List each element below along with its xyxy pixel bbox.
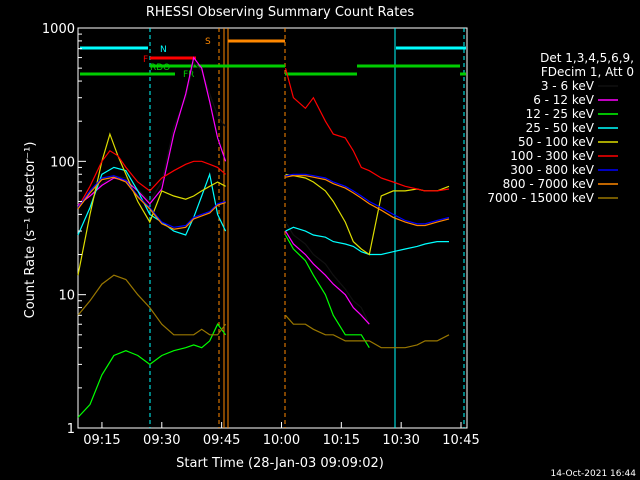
flag-label-3: RDO	[150, 63, 170, 73]
legend-label-8: 7000 - 15000 keV	[487, 191, 594, 205]
x-tick-label-1: 09:30	[143, 433, 180, 448]
series-line-7	[77, 175, 450, 230]
plot-area: N F S RDO FR	[77, 27, 468, 429]
series-line-5	[77, 67, 450, 208]
legend-header-line-1: Det 1,3,4,5,6,9,	[540, 51, 634, 65]
legend-label-2: 12 - 25 keV	[526, 107, 595, 121]
legend-label-1: 6 - 12 keV	[533, 93, 595, 107]
chart-title: RHESSI Observing Summary Count Rates	[146, 5, 415, 20]
flag-label-1: F	[143, 55, 148, 65]
legend-label-7: 800 - 7000 keV	[503, 177, 595, 191]
x-axis-label: Start Time (28-Jan-03 09:09:02)	[176, 456, 384, 471]
series-line-2	[77, 234, 370, 418]
x-axis: 09:15 09:30 09:45 10:00 10:15 10:30 10:45	[83, 422, 480, 448]
x-tick-label-6: 10:45	[442, 433, 479, 448]
legend-label-3: 25 - 50 keV	[526, 121, 595, 135]
footer-date: 14-Oct-2021 16:44	[551, 469, 637, 479]
legend-label-4: 50 - 100 keV	[518, 135, 595, 149]
legend: Det 1,3,4,5,6,9, FDecim 1, Att 0 3 - 6 k…	[487, 51, 634, 205]
flag-label-0: N	[160, 45, 167, 55]
series-line-1	[77, 56, 370, 325]
series-line-4	[77, 132, 450, 276]
legend-header-line-2: FDecim 1, Att 0	[541, 65, 634, 79]
series-line-3	[77, 166, 449, 256]
series-line-6	[77, 173, 450, 228]
x-tick-label-4: 10:15	[323, 433, 360, 448]
legend-label-6: 300 - 800 keV	[510, 163, 594, 177]
plot-frame	[77, 27, 468, 429]
y-tick-label-3: 1000	[42, 22, 75, 37]
y-tick-label-2: 100	[50, 155, 75, 170]
x-tick-label-2: 09:45	[203, 433, 240, 448]
y-tick-label-1: 10	[58, 289, 75, 304]
y-tick-label-0: 1	[67, 422, 75, 437]
series-line-0	[77, 61, 370, 325]
legend-label-0: 3 - 6 keV	[541, 79, 595, 93]
flag-label-4: FR	[183, 70, 194, 80]
x-tick-label-5: 10:30	[382, 433, 419, 448]
flag-label-2: S	[205, 37, 211, 47]
x-tick-label-0: 09:15	[83, 433, 120, 448]
legend-label-5: 100 - 300 keV	[510, 149, 594, 163]
y-axis: 1 10 100 1000	[42, 22, 86, 437]
y-axis-label: Count Rate (s⁻¹ detector⁻¹)	[23, 142, 38, 319]
x-tick-label-3: 10:00	[263, 433, 300, 448]
series-line-8	[77, 274, 450, 349]
